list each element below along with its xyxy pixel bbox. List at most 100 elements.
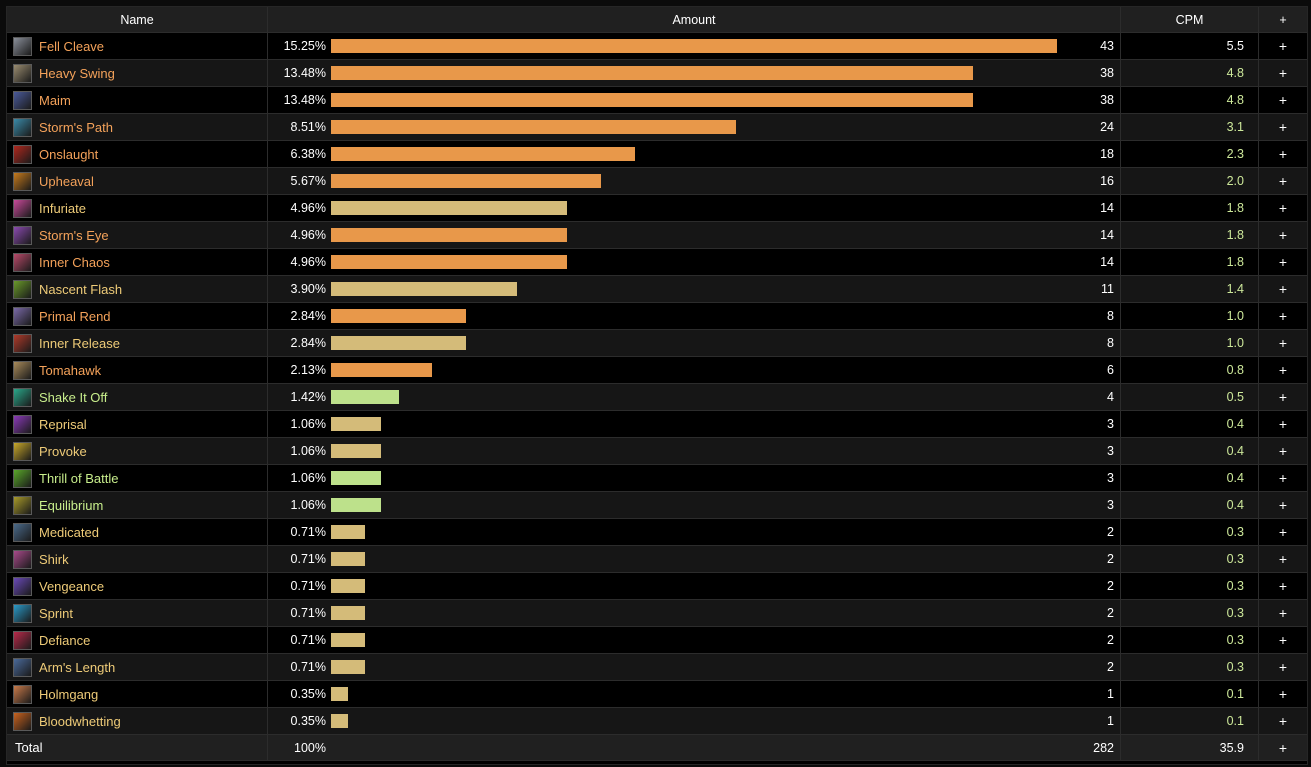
ability-name[interactable]: Storm's Path [39, 119, 114, 135]
ability-name-cell[interactable]: Infuriate [7, 195, 268, 222]
expand-button[interactable]: + [1259, 573, 1307, 600]
table-row[interactable]: Defiance 0.71% 2 0.3 + [7, 627, 1307, 654]
table-row[interactable]: Storm's Eye 4.96% 14 1.8 + [7, 222, 1307, 249]
table-row[interactable]: Equilibrium 1.06% 3 0.4 + [7, 492, 1307, 519]
expand-button[interactable]: + [1259, 33, 1307, 60]
table-row[interactable]: Infuriate 4.96% 14 1.8 + [7, 195, 1307, 222]
ability-name-cell[interactable]: Upheaval [7, 168, 268, 195]
ability-name-cell[interactable]: Storm's Path [7, 114, 268, 141]
expand-button[interactable]: + [1259, 438, 1307, 465]
total-expand-button[interactable]: + [1259, 735, 1307, 761]
table-row[interactable]: Bloodwhetting 0.35% 1 0.1 + [7, 708, 1307, 735]
table-row[interactable]: Onslaught 6.38% 18 2.3 + [7, 141, 1307, 168]
ability-name[interactable]: Shirk [39, 551, 69, 567]
ability-name-cell[interactable]: Shake It Off [7, 384, 268, 411]
ability-name[interactable]: Vengeance [39, 578, 105, 594]
ability-name[interactable]: Equilibrium [39, 497, 104, 513]
table-row[interactable]: Maim 13.48% 38 4.8 + [7, 87, 1307, 114]
expand-button[interactable]: + [1259, 681, 1307, 708]
ability-name-cell[interactable]: Tomahawk [7, 357, 268, 384]
ability-name[interactable]: Sprint [39, 605, 73, 621]
ability-name-cell[interactable]: Primal Rend [7, 303, 268, 330]
expand-button[interactable]: + [1259, 546, 1307, 573]
ability-name[interactable]: Maim [39, 92, 71, 108]
table-row[interactable]: Thrill of Battle 1.06% 3 0.4 + [7, 465, 1307, 492]
ability-name[interactable]: Shake It Off [39, 389, 108, 405]
ability-name-cell[interactable]: Provoke [7, 438, 268, 465]
expand-button[interactable]: + [1259, 303, 1307, 330]
expand-button[interactable]: + [1259, 708, 1307, 735]
expand-button[interactable]: + [1259, 357, 1307, 384]
ability-name-cell[interactable]: Sprint [7, 600, 268, 627]
ability-name-cell[interactable]: Nascent Flash [7, 276, 268, 303]
ability-name[interactable]: Nascent Flash [39, 281, 123, 297]
table-row[interactable]: Nascent Flash 3.90% 11 1.4 + [7, 276, 1307, 303]
expand-button[interactable]: + [1259, 276, 1307, 303]
table-row[interactable]: Tomahawk 2.13% 6 0.8 + [7, 357, 1307, 384]
ability-name[interactable]: Thrill of Battle [39, 470, 119, 486]
ability-name-cell[interactable]: Thrill of Battle [7, 465, 268, 492]
ability-name-cell[interactable]: Inner Chaos [7, 249, 268, 276]
ability-name-cell[interactable]: Bloodwhetting [7, 708, 268, 735]
ability-name-cell[interactable]: Holmgang [7, 681, 268, 708]
ability-name[interactable]: Primal Rend [39, 308, 111, 324]
ability-name-cell[interactable]: Defiance [7, 627, 268, 654]
expand-button[interactable]: + [1259, 519, 1307, 546]
ability-name-cell[interactable]: Storm's Eye [7, 222, 268, 249]
table-row[interactable]: Fell Cleave 15.25% 43 5.5 + [7, 33, 1307, 60]
expand-button[interactable]: + [1259, 60, 1307, 87]
ability-name[interactable]: Reprisal [39, 416, 87, 432]
expand-button[interactable]: + [1259, 87, 1307, 114]
table-row[interactable]: Shirk 0.71% 2 0.3 + [7, 546, 1307, 573]
ability-name[interactable]: Infuriate [39, 200, 86, 216]
table-row[interactable]: Sprint 0.71% 2 0.3 + [7, 600, 1307, 627]
table-row[interactable]: Storm's Path 8.51% 24 3.1 + [7, 114, 1307, 141]
table-row[interactable]: Medicated 0.71% 2 0.3 + [7, 519, 1307, 546]
header-amount[interactable]: Amount [268, 7, 1121, 33]
table-row[interactable]: Provoke 1.06% 3 0.4 + [7, 438, 1307, 465]
expand-button[interactable]: + [1259, 168, 1307, 195]
table-row[interactable]: Inner Chaos 4.96% 14 1.8 + [7, 249, 1307, 276]
table-row[interactable]: Holmgang 0.35% 1 0.1 + [7, 681, 1307, 708]
ability-name-cell[interactable]: Medicated [7, 519, 268, 546]
expand-button[interactable]: + [1259, 249, 1307, 276]
ability-name-cell[interactable]: Fell Cleave [7, 33, 268, 60]
table-row[interactable]: Inner Release 2.84% 8 1.0 + [7, 330, 1307, 357]
expand-button[interactable]: + [1259, 330, 1307, 357]
expand-button[interactable]: + [1259, 222, 1307, 249]
expand-button[interactable]: + [1259, 492, 1307, 519]
ability-name[interactable]: Fell Cleave [39, 38, 105, 54]
ability-name[interactable]: Provoke [39, 443, 87, 459]
table-row[interactable]: Reprisal 1.06% 3 0.4 + [7, 411, 1307, 438]
ability-name-cell[interactable]: Maim [7, 87, 268, 114]
expand-button[interactable]: + [1259, 141, 1307, 168]
ability-name-cell[interactable]: Shirk [7, 546, 268, 573]
ability-name[interactable]: Arm's Length [39, 659, 116, 675]
ability-name[interactable]: Defiance [39, 632, 91, 648]
header-expand[interactable]: + [1259, 7, 1307, 33]
ability-name[interactable]: Onslaught [39, 146, 99, 162]
ability-name-cell[interactable]: Arm's Length [7, 654, 268, 681]
expand-button[interactable]: + [1259, 114, 1307, 141]
ability-name[interactable]: Tomahawk [39, 362, 102, 378]
ability-name[interactable]: Holmgang [39, 686, 99, 702]
ability-name-cell[interactable]: Reprisal [7, 411, 268, 438]
table-row[interactable]: Primal Rend 2.84% 8 1.0 + [7, 303, 1307, 330]
expand-button[interactable]: + [1259, 465, 1307, 492]
ability-name[interactable]: Bloodwhetting [39, 713, 121, 729]
ability-name[interactable]: Inner Release [39, 335, 120, 351]
expand-button[interactable]: + [1259, 600, 1307, 627]
table-row[interactable]: Shake It Off 1.42% 4 0.5 + [7, 384, 1307, 411]
ability-name-cell[interactable]: Onslaught [7, 141, 268, 168]
ability-name[interactable]: Inner Chaos [39, 254, 110, 270]
header-cpm[interactable]: CPM [1121, 7, 1259, 33]
table-row[interactable]: Upheaval 5.67% 16 2.0 + [7, 168, 1307, 195]
table-row[interactable]: Heavy Swing 13.48% 38 4.8 + [7, 60, 1307, 87]
ability-name-cell[interactable]: Inner Release [7, 330, 268, 357]
expand-button[interactable]: + [1259, 195, 1307, 222]
ability-name[interactable]: Storm's Eye [39, 227, 109, 243]
header-name[interactable]: Name [7, 7, 268, 33]
expand-button[interactable]: + [1259, 411, 1307, 438]
ability-name-cell[interactable]: Vengeance [7, 573, 268, 600]
ability-name[interactable]: Upheaval [39, 173, 94, 189]
